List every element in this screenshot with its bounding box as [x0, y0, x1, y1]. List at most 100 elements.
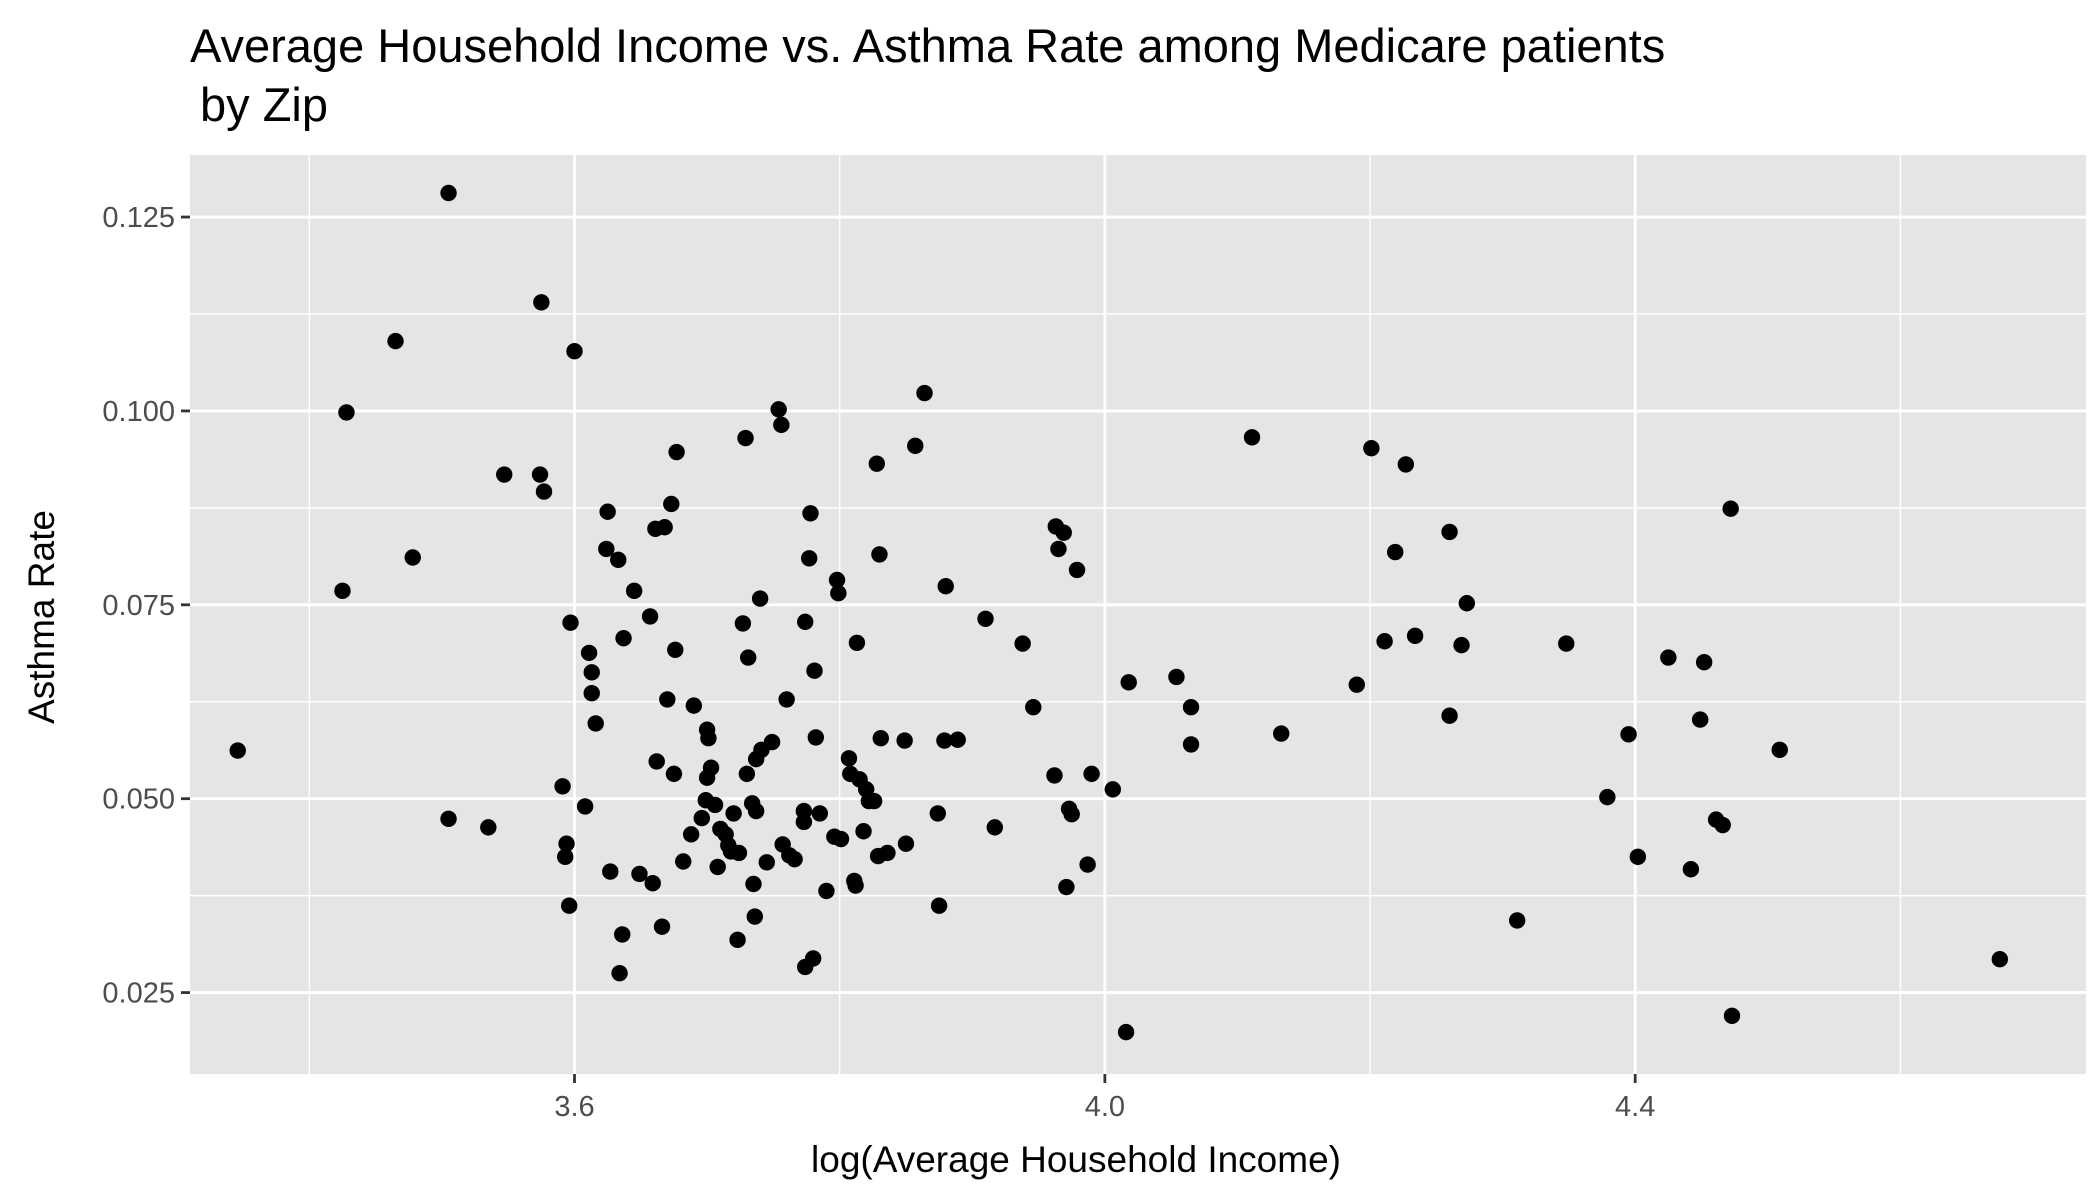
data-point — [1168, 668, 1185, 686]
data-point — [533, 294, 550, 311]
data-point — [1376, 633, 1393, 650]
data-point — [1722, 500, 1739, 517]
data-point — [871, 546, 888, 563]
data-point — [1117, 1023, 1135, 1041]
data-point — [1058, 878, 1075, 896]
data-point — [580, 644, 598, 662]
data-point — [576, 798, 594, 815]
data-point — [1397, 456, 1415, 473]
data-point — [610, 551, 627, 569]
data-point — [804, 950, 822, 967]
data-point — [746, 908, 764, 925]
data-point — [334, 582, 351, 600]
data-point — [1723, 1007, 1741, 1025]
y-tick-label: 0.100 — [102, 396, 175, 428]
data-point — [937, 577, 954, 595]
data-point — [614, 926, 631, 943]
y-tick-label: 0.075 — [102, 590, 175, 622]
data-point — [747, 802, 765, 820]
data-point — [1068, 561, 1086, 579]
y-tick-label: 0.025 — [102, 978, 175, 1010]
data-point — [868, 455, 886, 472]
data-point — [531, 466, 549, 483]
data-point — [561, 897, 578, 914]
data-point — [387, 332, 404, 350]
data-point — [896, 732, 913, 749]
data-point — [1458, 595, 1476, 612]
data-point — [1014, 635, 1031, 652]
data-point — [848, 634, 866, 652]
data-point — [562, 614, 579, 631]
data-point — [729, 931, 746, 949]
data-point — [949, 731, 966, 748]
data-point — [1182, 736, 1200, 753]
data-point — [1991, 951, 2009, 968]
data-point — [758, 854, 775, 871]
data-point — [802, 505, 819, 522]
data-point — [977, 610, 994, 627]
data-point — [1025, 698, 1042, 716]
data-point — [1243, 429, 1261, 446]
data-point — [598, 540, 615, 558]
data-point — [725, 805, 742, 822]
data-point — [440, 810, 457, 828]
data-point — [1063, 805, 1080, 823]
data-point — [1055, 524, 1072, 541]
data-point — [535, 483, 553, 500]
data-point — [1046, 767, 1063, 784]
data-point — [599, 503, 616, 520]
data-point — [907, 437, 924, 455]
data-point — [770, 401, 787, 418]
data-point — [583, 664, 600, 681]
data-point — [1079, 856, 1096, 873]
data-point — [685, 697, 703, 714]
data-point — [734, 615, 752, 632]
chart-title: Average Household Income vs. Asthma Rate… — [190, 19, 1665, 72]
data-point — [709, 858, 726, 876]
x-tick-label: 3.6 — [554, 1091, 594, 1123]
data-point — [811, 805, 828, 822]
data-point — [778, 691, 795, 708]
data-point — [1558, 635, 1575, 652]
data-point — [730, 844, 748, 862]
data-point — [818, 882, 835, 900]
data-point — [496, 466, 513, 483]
data-point — [1695, 653, 1713, 671]
data-point — [1441, 523, 1458, 541]
data-point — [855, 823, 872, 840]
data-point — [625, 582, 643, 600]
data-point — [847, 877, 864, 894]
data-point — [1363, 439, 1380, 457]
data-point — [702, 759, 720, 776]
data-point — [1453, 636, 1470, 654]
data-point — [786, 850, 803, 868]
data-point — [659, 691, 676, 708]
data-point — [1771, 741, 1788, 759]
data-point — [840, 750, 858, 767]
data-point — [602, 863, 619, 880]
data-point — [897, 835, 915, 852]
data-point — [832, 830, 850, 848]
data-point — [1714, 816, 1731, 834]
data-point — [936, 732, 953, 749]
data-point — [566, 343, 583, 360]
y-axis-title: Asthma Rate — [21, 510, 62, 724]
data-point — [795, 802, 813, 820]
data-point — [1050, 540, 1067, 558]
data-point — [739, 649, 757, 666]
data-point — [644, 875, 661, 892]
data-point — [480, 819, 497, 836]
y-axis: 0.025 0.050 0.075 0.100 0.125 — [102, 202, 190, 1010]
data-point — [1083, 765, 1100, 783]
data-point — [1348, 676, 1365, 693]
data-point — [1182, 698, 1200, 716]
x-axis: 3.6 4.0 4.4 — [554, 1074, 1655, 1123]
data-point — [229, 742, 246, 759]
data-point — [738, 765, 756, 783]
data-point — [631, 865, 648, 883]
data-point — [872, 729, 889, 747]
data-point — [986, 819, 1004, 836]
data-points — [229, 184, 2009, 1041]
data-point — [807, 729, 825, 746]
